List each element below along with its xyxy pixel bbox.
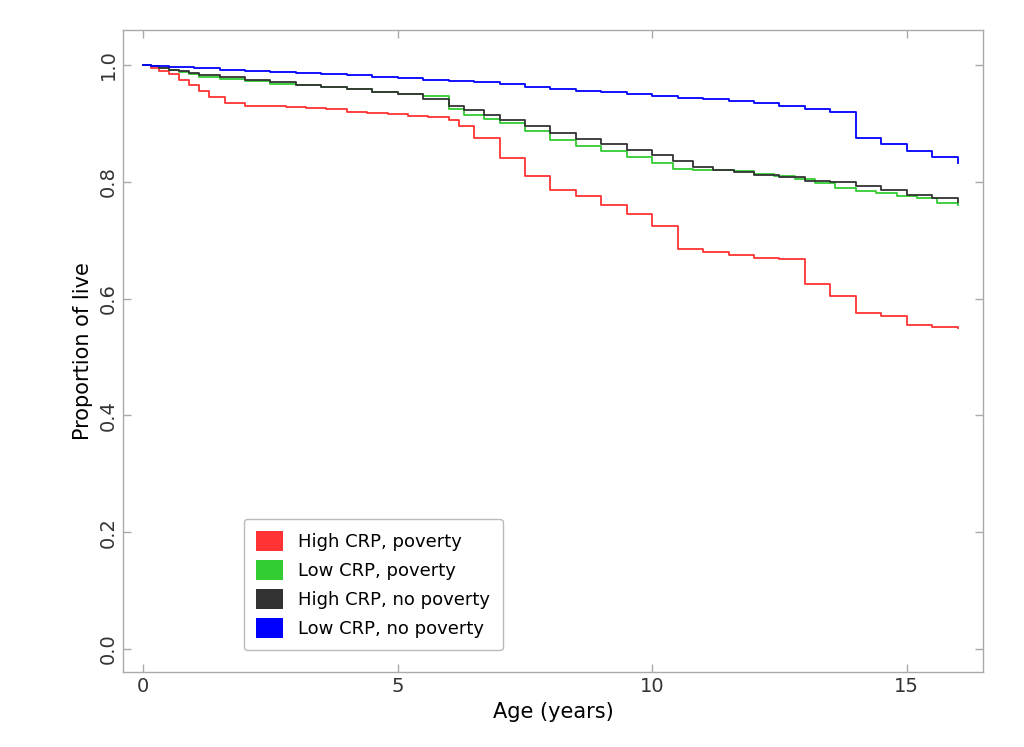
X-axis label: Age (years): Age (years)	[493, 701, 613, 722]
Y-axis label: Proportion of live: Proportion of live	[74, 262, 93, 440]
Legend: High CRP, poverty, Low CRP, poverty, High CRP, no poverty, Low CRP, no poverty: High CRP, poverty, Low CRP, poverty, Hig…	[244, 518, 503, 651]
